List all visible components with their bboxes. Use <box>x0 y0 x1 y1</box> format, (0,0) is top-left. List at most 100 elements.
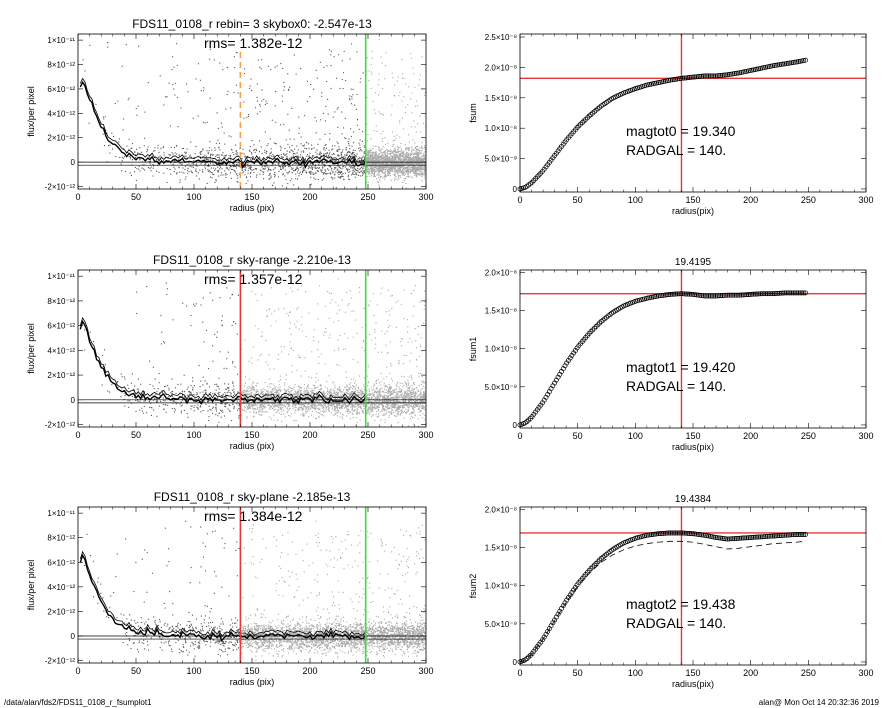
data-point <box>331 154 333 156</box>
data-point <box>261 100 263 102</box>
data-point <box>331 169 333 171</box>
data-point <box>302 172 304 174</box>
data-point <box>395 410 397 412</box>
data-point <box>215 414 217 416</box>
sky-point <box>399 153 401 155</box>
data-point <box>383 400 385 402</box>
data-point <box>362 155 364 157</box>
data-point <box>333 389 335 391</box>
curve-marker <box>647 81 653 87</box>
data-point <box>314 161 316 164</box>
profile-1: 0 50 100 150 200 250 300-2×10⁻¹²02×10⁻¹²4×10⁻¹… <box>26 17 434 213</box>
data-point <box>176 172 178 174</box>
curve-marker <box>783 61 789 67</box>
sky-point <box>380 151 382 154</box>
data-point <box>370 138 372 140</box>
data-point <box>291 172 293 174</box>
data-point <box>411 148 413 150</box>
data-point <box>309 171 311 173</box>
data-point <box>297 390 299 392</box>
sky-point <box>377 167 379 170</box>
data-point <box>232 151 234 153</box>
data-point <box>412 67 414 69</box>
sky-point <box>382 157 384 159</box>
data-point <box>263 162 265 164</box>
data-point <box>311 388 313 390</box>
sky-point <box>422 157 424 160</box>
data-point <box>349 95 351 97</box>
data-point <box>121 156 123 158</box>
sky-point <box>382 169 385 171</box>
data-point <box>228 169 230 171</box>
data-point <box>374 92 376 94</box>
data-point <box>353 378 355 380</box>
data-point <box>298 169 300 171</box>
data-point <box>348 151 350 153</box>
sky-point <box>392 155 394 157</box>
data-point <box>183 409 185 412</box>
data-point <box>260 170 262 172</box>
data-point <box>139 154 141 156</box>
data-point <box>192 389 194 391</box>
data-point <box>359 144 361 146</box>
data-point <box>244 166 246 168</box>
data-point <box>373 108 375 111</box>
data-point <box>173 170 175 173</box>
data-point <box>340 159 342 161</box>
x-tick-label: 50 <box>573 195 583 205</box>
data-point <box>152 164 154 166</box>
data-point <box>414 142 416 144</box>
data-point <box>283 308 285 310</box>
data-point <box>357 397 359 399</box>
data-point <box>408 407 410 409</box>
curve-marker <box>661 79 667 84</box>
data-point <box>221 154 223 156</box>
data-point <box>178 167 180 169</box>
data-point <box>333 153 335 155</box>
sky-point <box>401 166 404 168</box>
data-point <box>114 103 116 105</box>
data-point <box>350 103 353 105</box>
data-point <box>283 81 285 84</box>
sky-point <box>414 168 416 170</box>
sky-point <box>404 173 406 175</box>
data-point <box>218 142 221 144</box>
data-point <box>394 410 396 412</box>
data-point <box>234 66 236 69</box>
data-point <box>354 391 356 393</box>
data-point <box>253 404 256 406</box>
data-point <box>331 158 333 160</box>
data-point <box>416 156 418 159</box>
data-point <box>358 375 360 377</box>
data-point <box>207 165 210 167</box>
data-point <box>205 162 207 164</box>
data-point <box>218 147 220 149</box>
data-point <box>317 178 319 181</box>
sky-point <box>399 165 401 167</box>
data-point <box>202 160 205 162</box>
data-point <box>173 146 176 149</box>
data-point <box>400 345 403 347</box>
data-point <box>131 395 133 398</box>
sky-point <box>396 154 398 156</box>
data-point <box>197 172 200 174</box>
data-point <box>337 172 339 174</box>
data-point <box>359 167 361 169</box>
sky-point <box>406 158 408 160</box>
data-point <box>402 398 404 400</box>
data-point <box>362 341 364 343</box>
data-point <box>286 155 288 157</box>
data-point <box>323 157 325 159</box>
data-point <box>288 157 290 159</box>
sky-point <box>407 163 409 165</box>
sky-point <box>382 162 385 165</box>
data-point <box>191 166 193 168</box>
data-point <box>209 400 211 402</box>
data-point <box>336 150 338 152</box>
sky-point <box>417 157 419 160</box>
data-point <box>147 81 149 84</box>
sky-point <box>410 154 412 156</box>
data-point <box>315 120 317 122</box>
data-point <box>289 407 291 409</box>
data-point <box>418 402 421 404</box>
